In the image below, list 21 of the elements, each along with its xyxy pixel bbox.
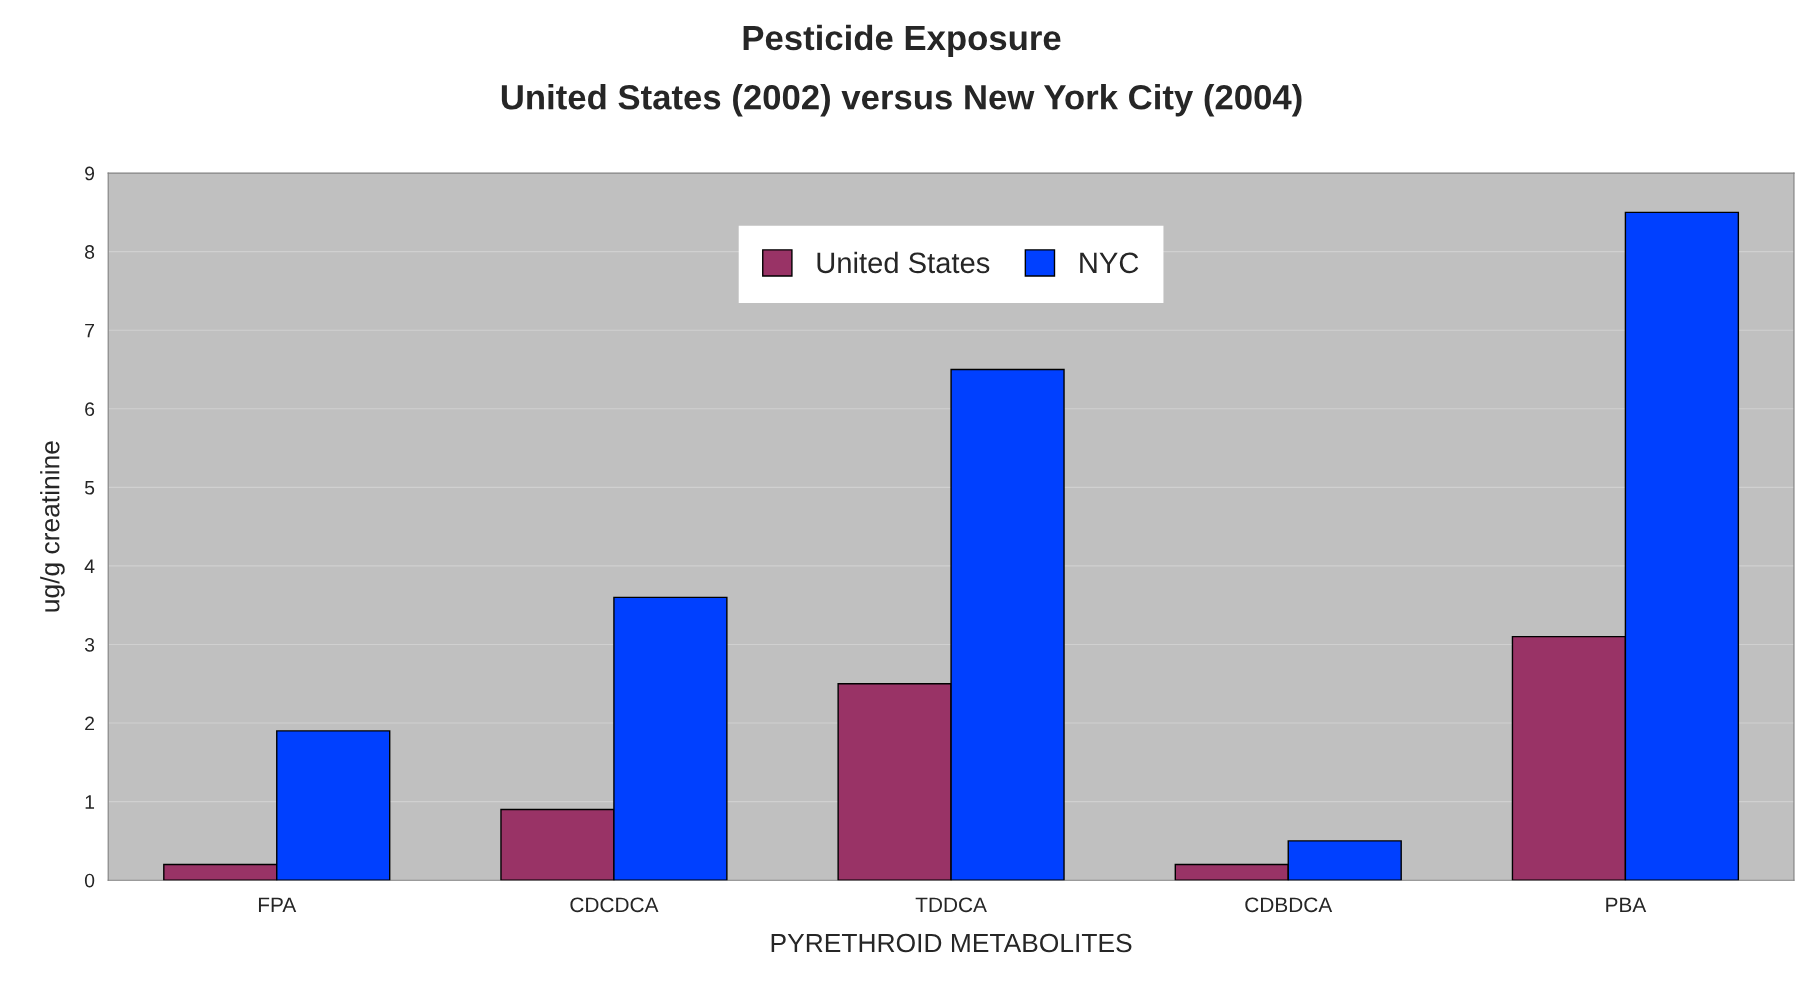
x-tick-label: FPA: [258, 897, 297, 912]
legend-label: NYC: [1080, 252, 1139, 274]
chart-title: Pesticide Exposure: [743, 24, 1061, 58]
y-tick-label: 7: [85, 323, 95, 338]
x-tick-label: CDCDCA: [570, 897, 659, 913]
x-tick-label: CDBDCA: [1245, 897, 1333, 913]
y-tick-label: 9: [85, 166, 95, 181]
y-tick-label: 3: [84, 637, 95, 652]
x-axis-title: PYRETHROID METABOLITES: [771, 933, 1132, 953]
y-axis-title: ug/g creatinine: [40, 441, 65, 612]
y-tick-label: 4: [84, 559, 95, 573]
y-tick-label: 8: [85, 245, 95, 259]
y-tick-label: 2: [85, 716, 95, 731]
x-tick-label: TDDCA: [915, 897, 987, 913]
x-tick-label: PBA: [1606, 897, 1647, 912]
y-tick-label: 5: [84, 481, 95, 495]
legend-label: United States: [817, 251, 990, 274]
y-tick-label: 0: [84, 873, 95, 888]
y-tick-label: 1: [85, 795, 95, 809]
y-tick-label: 6: [85, 402, 95, 417]
chart-subtitle: United States (2002) versus New York City (2004): [501, 84, 1302, 117]
